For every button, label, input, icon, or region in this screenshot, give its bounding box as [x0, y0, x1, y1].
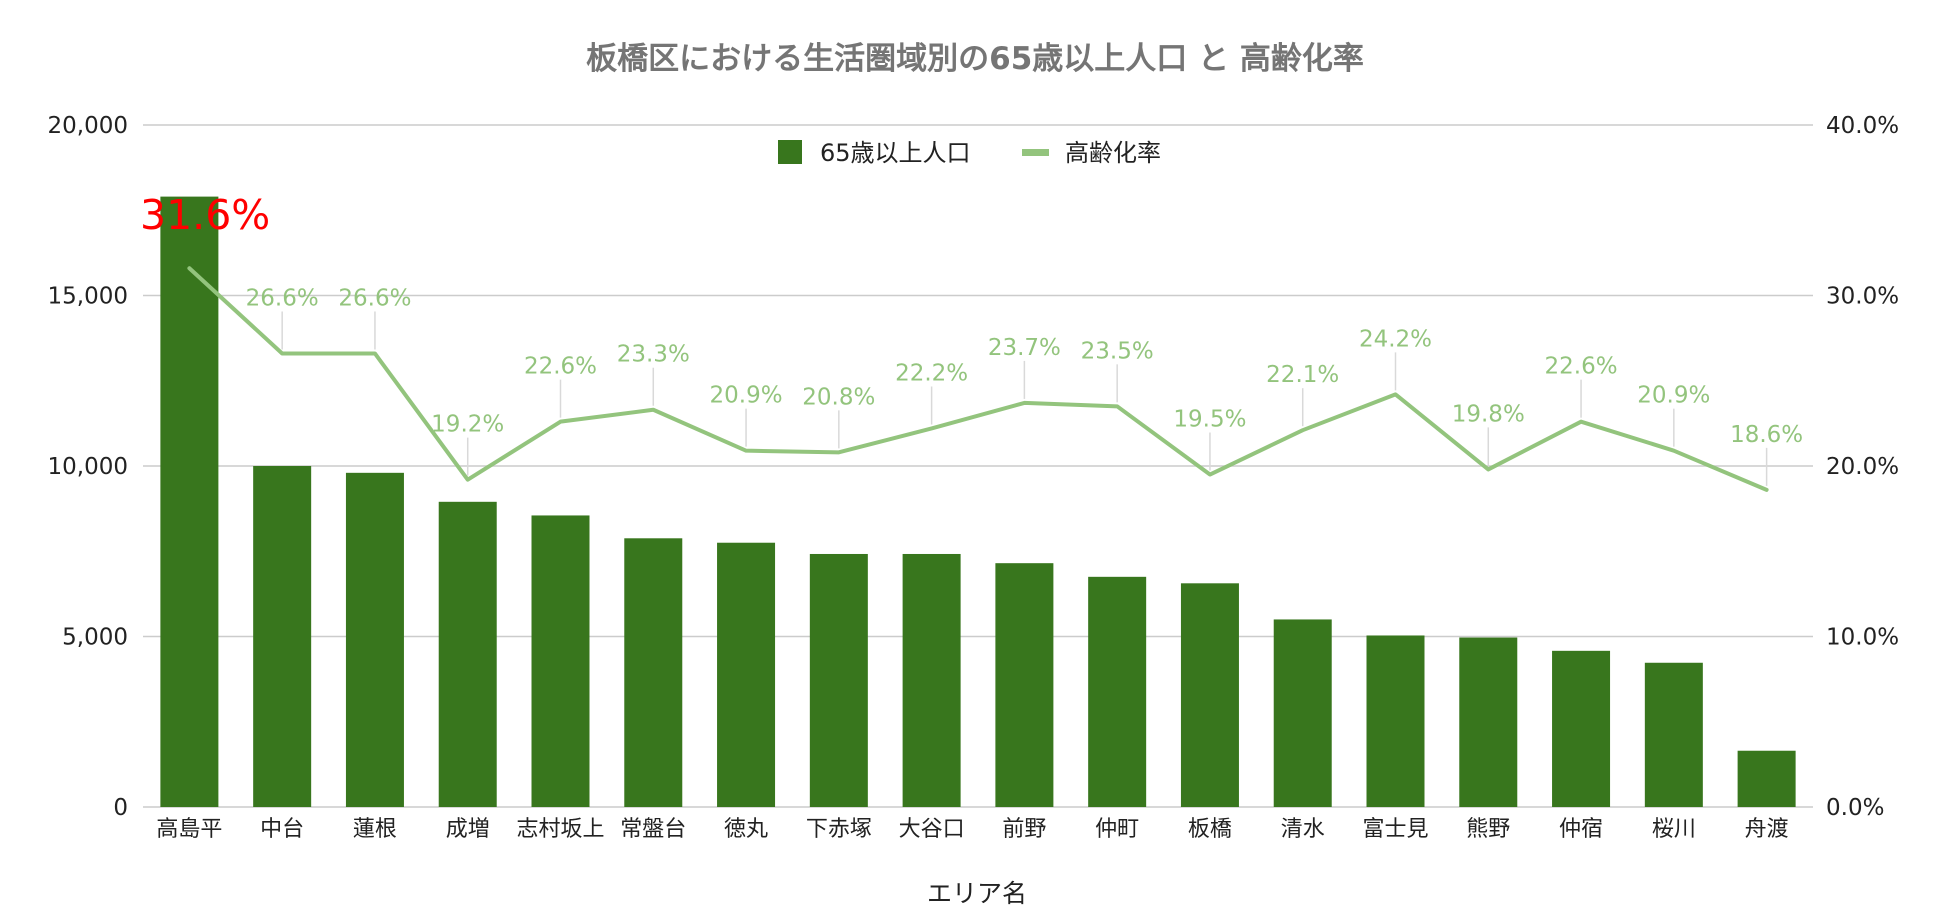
- bar: [1552, 650, 1611, 807]
- bar: [1644, 662, 1703, 807]
- bar: [995, 563, 1054, 807]
- data-label: 22.2%: [895, 360, 968, 386]
- x-tick-label: 蓮根: [353, 817, 397, 842]
- data-label: 19.8%: [1452, 401, 1525, 427]
- data-label: 19.5%: [1173, 407, 1246, 433]
- x-tick-label: 舟渡: [1745, 817, 1789, 842]
- data-label: 22.6%: [524, 354, 597, 380]
- bar: [717, 542, 776, 807]
- chart-title: 板橋区における生活圏域別の65歳以上人口 と 高齢化率: [586, 41, 1364, 77]
- bar: [902, 553, 961, 807]
- y-tick-label: 15,000: [48, 284, 128, 310]
- x-tick-label: 成増: [446, 817, 490, 842]
- data-label: 26.6%: [246, 285, 319, 311]
- bar: [253, 466, 312, 807]
- x-tick-label: 清水: [1281, 817, 1325, 842]
- data-label: 22.1%: [1266, 362, 1339, 388]
- y-right-tick-label: 20.0%: [1826, 454, 1899, 480]
- x-tick-label: 前野: [1002, 817, 1046, 842]
- data-label: 23.7%: [988, 335, 1061, 361]
- x-tick-label: 中台: [260, 817, 304, 842]
- x-tick-label: 板橋: [1188, 817, 1232, 842]
- y-tick-label: 5,000: [62, 625, 128, 651]
- y-right-tick-label: 0.0%: [1826, 795, 1884, 821]
- x-tick-label: 桜川: [1652, 817, 1696, 842]
- legend-label-population: 65歳以上人口: [820, 139, 971, 167]
- data-label: 22.6%: [1545, 354, 1618, 380]
- category-labels: 高島平 中台 蓮根 成増 志村坂上 常盤台 徳丸 下赤塚 大谷口 前野 仲町 板橋 清水 富士見 熊野 仲宿 桜…: [156, 817, 1788, 842]
- data-label: 23.3%: [617, 342, 690, 368]
- bar: [1459, 637, 1518, 807]
- bar: [345, 472, 404, 807]
- data-label: 20.9%: [1637, 383, 1710, 409]
- y-tick-label: 0: [113, 795, 128, 821]
- bar: [1366, 635, 1425, 807]
- bar: [1180, 583, 1239, 807]
- x-tick-label: 仲宿: [1559, 817, 1603, 842]
- data-labels: 31.6% 26.6% 26.6% 19.2% 22.6% 23.3% 20.9% 20.8%…: [140, 191, 1803, 486]
- bar: [1737, 750, 1796, 807]
- legend: 65歳以上人口 高齢化率: [778, 139, 1161, 167]
- rate-line: [187, 266, 1769, 492]
- data-label: 18.6%: [1730, 422, 1803, 448]
- data-label: 20.8%: [802, 384, 875, 410]
- data-label: 23.5%: [1081, 338, 1154, 364]
- data-label: 26.6%: [338, 285, 411, 311]
- y-tick-label: 20,000: [48, 113, 128, 139]
- bar: [160, 196, 219, 808]
- bar: [531, 515, 590, 807]
- x-tick-label: 常盤台: [620, 817, 686, 842]
- axis-ticks: 0 0.0% 5,000 10.0% 10,000 20.0% 15,000 30.0% 20,…: [48, 113, 1900, 821]
- data-label: 19.2%: [431, 412, 504, 438]
- x-tick-label: 大谷口: [899, 817, 965, 842]
- x-tick-label: 志村坂上: [516, 817, 604, 842]
- y-right-tick-label: 10.0%: [1826, 625, 1899, 651]
- bar: [1273, 619, 1332, 807]
- x-tick-label: 熊野: [1466, 817, 1510, 842]
- y-right-tick-label: 40.0%: [1826, 113, 1899, 139]
- x-axis-label: エリア名: [927, 879, 1027, 908]
- bars: [160, 196, 1796, 808]
- x-tick-label: 徳丸: [724, 817, 768, 842]
- data-label: 24.2%: [1359, 326, 1432, 352]
- legend-swatch-rate: [1022, 149, 1049, 156]
- gridlines: [143, 124, 1813, 808]
- x-tick-label: 下赤塚: [806, 817, 872, 842]
- bar: [1088, 576, 1147, 807]
- y-tick-label: 10,000: [48, 454, 128, 480]
- rate-line-path: [187, 266, 1769, 492]
- bar: [624, 538, 683, 807]
- y-right-tick-label: 30.0%: [1826, 284, 1899, 310]
- data-label-highlight: 31.6%: [140, 191, 270, 239]
- bar: [438, 501, 497, 807]
- legend-label-rate: 高齢化率: [1065, 139, 1161, 167]
- data-label: 20.9%: [710, 383, 783, 409]
- bar: [809, 553, 868, 807]
- x-tick-label: 高島平: [156, 817, 222, 842]
- x-tick-label: 仲町: [1095, 817, 1139, 842]
- x-tick-label: 富士見: [1362, 817, 1428, 842]
- legend-swatch-population: [778, 140, 802, 164]
